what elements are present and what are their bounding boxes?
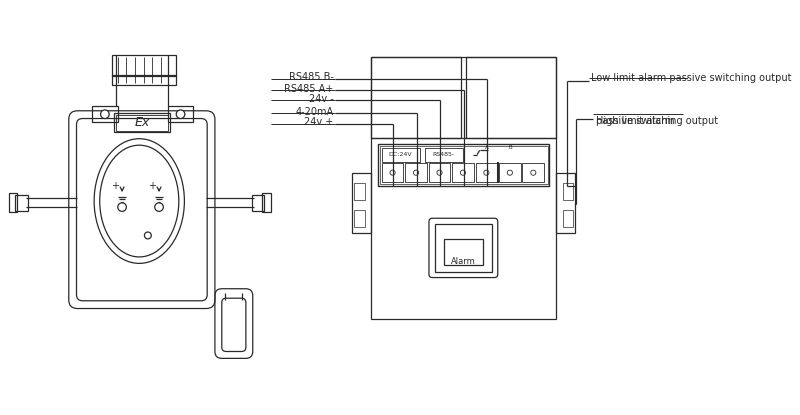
Bar: [466, 56, 556, 138]
Text: RS485 A+: RS485 A+: [284, 83, 334, 94]
Bar: [354, 210, 365, 227]
Bar: [92, 107, 118, 122]
Bar: [262, 193, 270, 212]
Text: High limit alarm: High limit alarm: [596, 116, 674, 126]
Text: +: +: [148, 181, 156, 190]
Bar: [252, 195, 264, 210]
Text: Low limit alarm passive switching output: Low limit alarm passive switching output: [591, 73, 792, 83]
Text: Alarm: Alarm: [451, 257, 476, 266]
Bar: [563, 210, 574, 227]
Text: A: A: [486, 145, 489, 150]
Bar: [522, 163, 544, 182]
Text: 24v -: 24v -: [309, 94, 334, 104]
Bar: [112, 75, 176, 85]
Bar: [353, 173, 371, 233]
Bar: [499, 163, 521, 182]
Bar: [425, 148, 462, 161]
Text: RS485-: RS485-: [433, 152, 454, 157]
Bar: [382, 148, 419, 161]
Bar: [371, 56, 461, 138]
Circle shape: [101, 110, 109, 119]
Text: +: +: [111, 181, 119, 190]
Bar: [168, 107, 194, 122]
Bar: [429, 163, 450, 182]
Bar: [435, 224, 492, 271]
Text: 24v +: 24v +: [304, 117, 334, 127]
Bar: [114, 113, 170, 132]
Bar: [112, 55, 176, 76]
Bar: [371, 56, 556, 319]
Text: passive switching output: passive switching output: [596, 116, 718, 126]
Bar: [443, 239, 483, 265]
Bar: [380, 146, 548, 184]
Text: 4-20mA: 4-20mA: [295, 107, 334, 117]
Text: B: B: [509, 145, 513, 150]
Circle shape: [176, 110, 185, 119]
Bar: [15, 195, 27, 210]
Bar: [354, 183, 365, 200]
Bar: [382, 163, 403, 182]
Bar: [475, 163, 498, 182]
Bar: [556, 173, 575, 233]
Bar: [563, 183, 574, 200]
Text: DC:24V: DC:24V: [389, 152, 413, 157]
Bar: [378, 144, 550, 186]
Text: RS485 B-: RS485 B-: [289, 72, 334, 83]
Text: Ex: Ex: [134, 116, 150, 129]
Bar: [116, 115, 169, 131]
Bar: [452, 163, 474, 182]
Bar: [9, 193, 17, 212]
Bar: [405, 163, 427, 182]
